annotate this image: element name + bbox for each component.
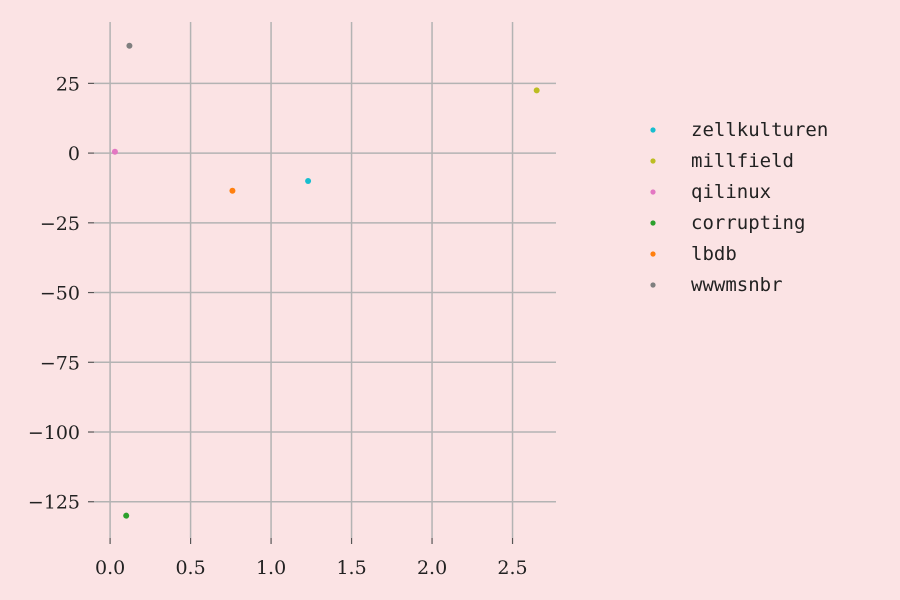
y-tick-label: −100	[28, 422, 80, 444]
data-points	[111, 42, 540, 519]
y-tick-label: −75	[40, 352, 80, 374]
legend-label-wwwmsnbr: wwwmsnbr	[691, 274, 783, 296]
data-point-qilinux	[111, 148, 118, 155]
x-axis: 0.0 0.5 1.0 1.5 2.0 2.5	[95, 538, 528, 579]
x-tick-label: 1.0	[256, 557, 286, 579]
legend-label-qilinux: qilinux	[691, 181, 771, 203]
legend-marker-qilinux	[650, 189, 656, 195]
y-tick-label: 25	[56, 73, 80, 95]
y-tick-label: 0	[68, 143, 80, 165]
y-tick-label: −125	[28, 492, 80, 514]
legend-marker-zellkulturen	[650, 127, 656, 133]
x-tick-label: 0.5	[175, 557, 205, 579]
y-tick-label: −50	[40, 283, 80, 305]
data-point-lbdb	[229, 187, 236, 194]
x-tick-label: 2.5	[497, 557, 527, 579]
legend-marker-wwwmsnbr	[650, 282, 656, 288]
legend-label-zellkulturen: zellkulturen	[691, 119, 828, 141]
legend-marker-lbdb	[650, 251, 656, 257]
data-point-corrupting	[123, 512, 130, 519]
x-tick-label: 2.0	[417, 557, 447, 579]
legend-label-lbdb: lbdb	[691, 243, 737, 265]
data-point-millfield	[533, 87, 540, 94]
y-axis: 25 0 −25 −50 −75 −100 −125	[28, 73, 94, 514]
y-tick-label: −25	[40, 213, 80, 235]
legend: zellkulturen millfield qilinux corrupting lb…	[650, 119, 828, 296]
grid	[94, 22, 556, 538]
x-tick-label: 1.5	[336, 557, 366, 579]
data-point-wwwmsnbr	[126, 42, 133, 49]
legend-label-millfield: millfield	[691, 150, 794, 172]
legend-marker-corrupting	[650, 220, 656, 226]
legend-label-corrupting: corrupting	[691, 212, 805, 234]
x-tick-label: 0.0	[95, 557, 125, 579]
legend-marker-millfield	[650, 158, 656, 164]
data-point-zellkulturen	[305, 177, 312, 184]
